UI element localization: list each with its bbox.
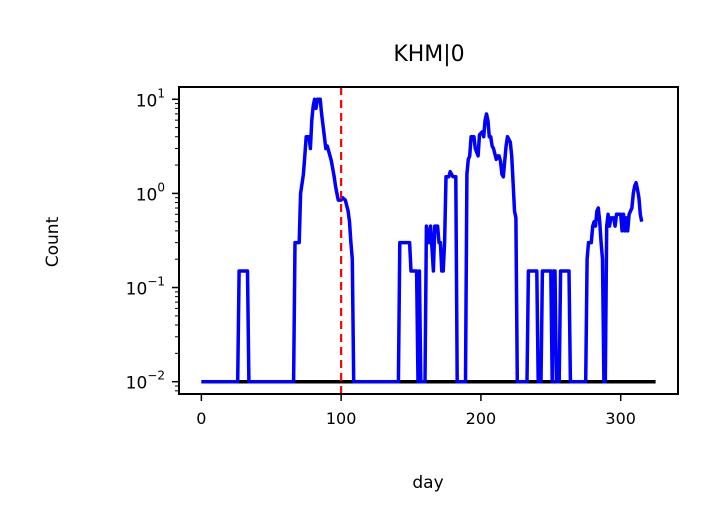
x-tick-label-1: 100 [326, 409, 357, 428]
y-tick-exp-3: 1 [157, 86, 165, 100]
y-tick-base-3: 10 [136, 91, 158, 111]
y-tick-label-3: 101 [136, 86, 165, 111]
y-tick-label-2: 100 [136, 180, 165, 205]
plot-frame [178, 86, 679, 395]
series-line-1 [201, 97, 644, 384]
x-axis-label: day [412, 473, 443, 493]
y-tick-base-1: 10 [126, 280, 148, 300]
y-tick-base-0: 10 [126, 374, 148, 394]
y-tick-label-1: 10−1 [126, 275, 165, 300]
y-tick-exp-1: −1 [147, 275, 165, 289]
plot-area [201, 87, 656, 394]
y-tick-base-2: 10 [136, 185, 158, 205]
x-tick-label-3: 300 [605, 409, 636, 428]
y-axis-label: Count [43, 216, 63, 267]
y-tick-exp-2: 0 [157, 180, 165, 194]
x-tick-label-0: 0 [196, 409, 206, 428]
chart-title: KHM|0 [393, 42, 464, 67]
y-tick-label-0: 10−2 [126, 369, 165, 394]
y-tick-exp-0: −2 [147, 369, 165, 383]
x-tick-label-2: 200 [466, 409, 497, 428]
